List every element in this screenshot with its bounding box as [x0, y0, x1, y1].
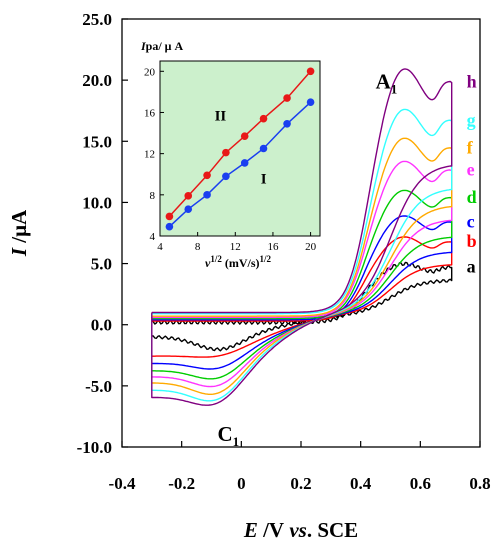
y-tick-label: -5.0 [85, 377, 112, 396]
inset-point-II [184, 192, 193, 200]
cv-curve-f [151, 137, 453, 395]
curve-label-b: b [467, 231, 477, 251]
inset-point-I [165, 222, 174, 231]
cv-curve-g [151, 108, 453, 402]
inset-annotations: III [215, 109, 267, 188]
inset-y-tick-label: 20 [144, 66, 156, 78]
inset-fit-line-II [168, 70, 312, 217]
inset-series-label-I: I [261, 172, 267, 188]
y-tick-label: 5.0 [91, 255, 112, 274]
inset-y-tick-label: 4 [150, 231, 156, 243]
y-tick-label: 10.0 [82, 193, 112, 212]
y-tick-label: 0.0 [91, 316, 112, 335]
inset-point-II [283, 94, 291, 102]
cv-curve-a [151, 261, 453, 352]
cv-curve-h [151, 68, 453, 406]
inset-point-II [165, 212, 174, 221]
inset-x-tick-label: 4 [157, 241, 163, 253]
inset-point-II [222, 148, 230, 157]
curve-label-a: a [467, 256, 476, 276]
inset-fit-line-I [168, 101, 312, 228]
inset-point-II [240, 132, 249, 140]
y-tick-label: -10.0 [77, 438, 112, 457]
inset-y-tick-label: 12 [144, 149, 155, 161]
curve-label-h: h [467, 72, 477, 92]
peak-label: C1 [217, 422, 239, 449]
inset-point-I [259, 144, 268, 153]
cv-curves [151, 68, 453, 406]
inset-series [165, 67, 315, 231]
curve-label-d: d [467, 187, 477, 207]
y-axis-title: I /μA [7, 209, 31, 257]
inset-x-axis-title: v1/2 (mV/s)1/2 [205, 254, 272, 270]
inset-point-II [203, 171, 211, 180]
inset-x-tick-label: 16 [267, 241, 279, 253]
inset-y-axis-title: Ipa/ μ A [140, 39, 183, 53]
inset-x-tick-label: 8 [195, 241, 201, 253]
x-axis-ticks: -0.4 -0.2 0 0.2 0.4 0.6 0.8 [109, 441, 491, 493]
inset-point-II [259, 114, 268, 123]
inset-y-tick-label: 16 [144, 107, 156, 119]
y-tick-label: 20.0 [82, 71, 112, 90]
x-tick-label: 0.8 [469, 474, 490, 493]
inset-x-tick-label: 20 [305, 241, 317, 253]
x-tick-label: 0.6 [410, 474, 431, 493]
inset-axis-ticks: 4 8 12 16 20 4 8 12 16 20 [144, 66, 317, 253]
inset-y-tick-label: 8 [150, 190, 156, 202]
curve-label-e: e [467, 160, 475, 180]
cv-curve-b [151, 236, 453, 358]
inset-point-I [222, 172, 230, 181]
curve-label-f: f [467, 138, 474, 158]
curve-label-g: g [467, 110, 476, 130]
peak-annotations: A1 C1 [217, 70, 397, 449]
x-tick-label: 0.4 [350, 474, 372, 493]
inset-x-tick-label: 12 [230, 241, 241, 253]
x-tick-label: 0 [237, 474, 246, 493]
peak-label: A1 [376, 70, 398, 97]
x-tick-label: -0.2 [168, 474, 195, 493]
x-tick-label: 0.2 [290, 474, 311, 493]
inset-point-I [240, 159, 249, 167]
x-axis-title: E /V vs. SCE [243, 518, 358, 542]
cv-curve-d [151, 189, 453, 380]
curve-label-c: c [467, 211, 475, 231]
y-tick-label: 15.0 [82, 132, 112, 151]
cv-curve-c [151, 215, 453, 370]
inset-point-II [306, 67, 315, 76]
y-tick-label: 25.0 [82, 10, 112, 29]
inset-series-label-II: II [215, 109, 227, 125]
inset-point-I [184, 205, 193, 214]
y-axis-ticks: -10.0 -5.0 0.0 5.0 10.0 15.0 20.0 25.0 [77, 10, 128, 457]
inset-point-I [306, 98, 315, 106]
cv-curve-e [151, 160, 453, 388]
inset-point-I [283, 119, 291, 128]
inset-point-I [203, 191, 211, 199]
x-tick-label: -0.4 [109, 474, 136, 493]
